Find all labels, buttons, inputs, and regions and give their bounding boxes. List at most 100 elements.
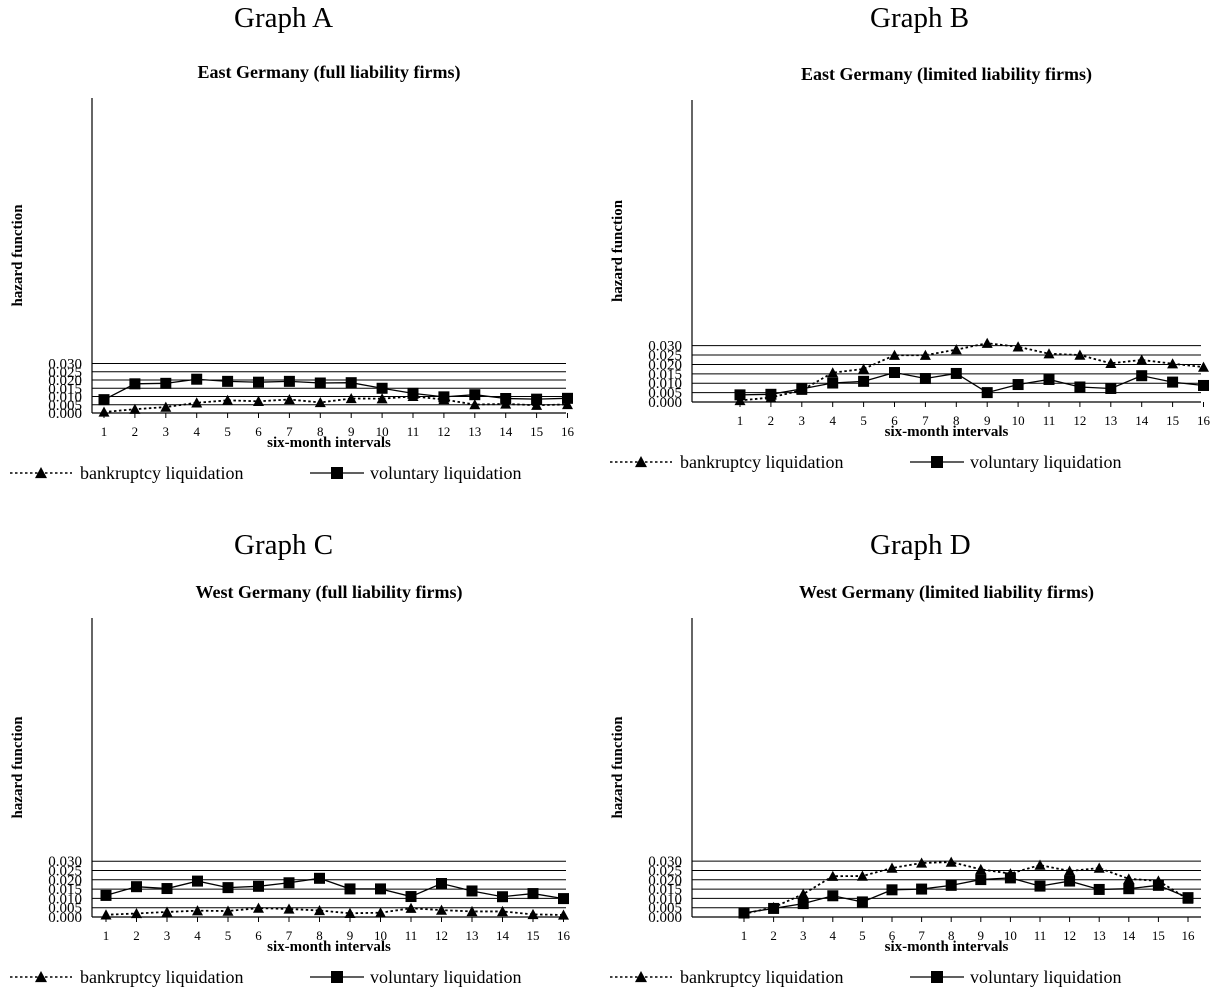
legend-marker-voluntary [931, 971, 943, 983]
bankruptcy-point [827, 870, 839, 881]
y-axis-label: hazard function [610, 199, 626, 302]
voluntary-point [253, 880, 264, 892]
legend-marker-bankruptcy [635, 456, 647, 468]
bankruptcy-point [1123, 873, 1135, 884]
chart-title: West Germany (limited liability firms) [799, 582, 1094, 603]
legend-label-bankruptcy: bankruptcy liquidation [80, 967, 243, 987]
bankruptcy-point [497, 905, 508, 917]
voluntary-point [1182, 892, 1194, 904]
voluntary-point [1198, 379, 1209, 391]
y-tick-label: 0.025 [648, 348, 682, 364]
x-tick-label: 11 [1034, 928, 1047, 943]
x-tick-label: 6 [255, 424, 262, 439]
voluntary-line [103, 378, 568, 401]
bankruptcy-point [100, 909, 112, 920]
voluntary-point [314, 872, 325, 884]
y-tick-label: 0.010 [48, 390, 82, 406]
x-tick-label: 11 [1043, 413, 1056, 428]
voluntary-point [916, 883, 928, 895]
x-tick-label: 10 [374, 928, 387, 943]
bankruptcy-point [98, 406, 110, 417]
voluntary-point [438, 391, 450, 403]
legend-label-voluntary: voluntary liquidation [370, 967, 521, 987]
x-tick-label: 2 [133, 928, 140, 943]
y-tick-label: 0.020 [48, 373, 82, 389]
voluntary-point [1123, 883, 1135, 895]
y-tick-label: 0.020 [648, 357, 682, 373]
y-tick-label: 0.000 [48, 406, 82, 422]
x-tick-label: 10 [1004, 928, 1017, 943]
chart-title: East Germany (limited liability firms) [801, 64, 1092, 85]
voluntary-point [797, 898, 809, 910]
voluntary-point [100, 889, 112, 901]
voluntary-point [827, 377, 839, 389]
y-tick-label: 0.005 [648, 901, 682, 917]
bankruptcy-point [531, 399, 543, 410]
bankruptcy-point [1043, 348, 1055, 359]
legend-marker-voluntary [931, 456, 943, 468]
voluntary-point [768, 902, 780, 914]
bankruptcy-point [222, 905, 234, 916]
graph-label: Graph C [234, 529, 334, 561]
x-tick-label: 12 [437, 424, 450, 439]
voluntary-point [283, 375, 295, 387]
voluntary-point [734, 389, 746, 401]
voluntary-point [889, 367, 900, 379]
x-tick-label: 13 [468, 424, 481, 439]
x-tick-label: 8 [948, 928, 955, 943]
legend-label-bankruptcy: bankruptcy liquidation [680, 967, 843, 987]
x-tick-label: 5 [225, 928, 232, 943]
y-axis-label: hazard function [10, 716, 26, 819]
bankruptcy-point [160, 401, 172, 412]
bankruptcy-point [376, 393, 388, 404]
x-tick-label: 1 [101, 424, 108, 439]
x-tick-label: 9 [978, 928, 985, 943]
bankruptcy-point [283, 393, 295, 405]
x-tick-label: 5 [860, 413, 867, 428]
y-tick-label: 0.015 [648, 367, 682, 383]
chart-graph-c: West Germany (full liability firms) 0.000… [10, 582, 571, 987]
x-tick-label: 7 [286, 928, 293, 943]
voluntary-point [1093, 883, 1105, 895]
x-tick-label: 3 [800, 928, 807, 943]
voluntary-point [469, 389, 481, 401]
voluntary-point [192, 875, 203, 887]
y-tick-label: 0.030 [648, 854, 682, 870]
bankruptcy-point [1167, 358, 1179, 369]
y-tick-label: 0.030 [48, 357, 82, 373]
bankruptcy-point [314, 904, 325, 916]
voluntary-point [344, 883, 356, 895]
x-tick-label: 12 [1063, 928, 1076, 943]
voluntary-point [531, 393, 543, 405]
voluntary-point [1043, 373, 1055, 385]
x-tick-label: 3 [163, 424, 170, 439]
x-tick-label: 8 [316, 928, 323, 943]
x-tick-label: 2 [770, 928, 777, 943]
bankruptcy-point [253, 395, 264, 406]
y-tick-label: 0.005 [648, 386, 682, 402]
legend-marker-bankruptcy [35, 971, 47, 983]
y-tick-label: 0.025 [48, 864, 82, 880]
voluntary-point [222, 375, 234, 387]
bankruptcy-point [889, 349, 900, 360]
bankruptcy-point [558, 909, 569, 920]
bankruptcy-point [1012, 341, 1024, 352]
x-tick-label: 3 [164, 928, 171, 943]
voluntary-point [376, 382, 388, 394]
panel-graph-d: Graph D West Germany (limited liability … [600, 500, 1213, 1005]
x-tick-label: 1 [103, 928, 110, 943]
x-tick-label: 5 [224, 424, 231, 439]
voluntary-point [222, 882, 234, 894]
bankruptcy-point [1074, 349, 1086, 360]
voluntary-point [1167, 376, 1179, 388]
y-tick-label: 0.010 [48, 891, 82, 907]
bankruptcy-point [375, 907, 386, 918]
y-tick-label: 0.005 [48, 398, 82, 414]
x-tick-label: 13 [1093, 928, 1106, 943]
legend-marker-voluntary [331, 971, 343, 983]
x-tick-label: 13 [1104, 413, 1117, 428]
chart-graph-d: West Germany (limited liability firms) 0.… [610, 582, 1201, 987]
voluntary-point [345, 377, 357, 389]
voluntary-point [131, 881, 142, 893]
y-tick-label: 0.015 [48, 381, 82, 397]
